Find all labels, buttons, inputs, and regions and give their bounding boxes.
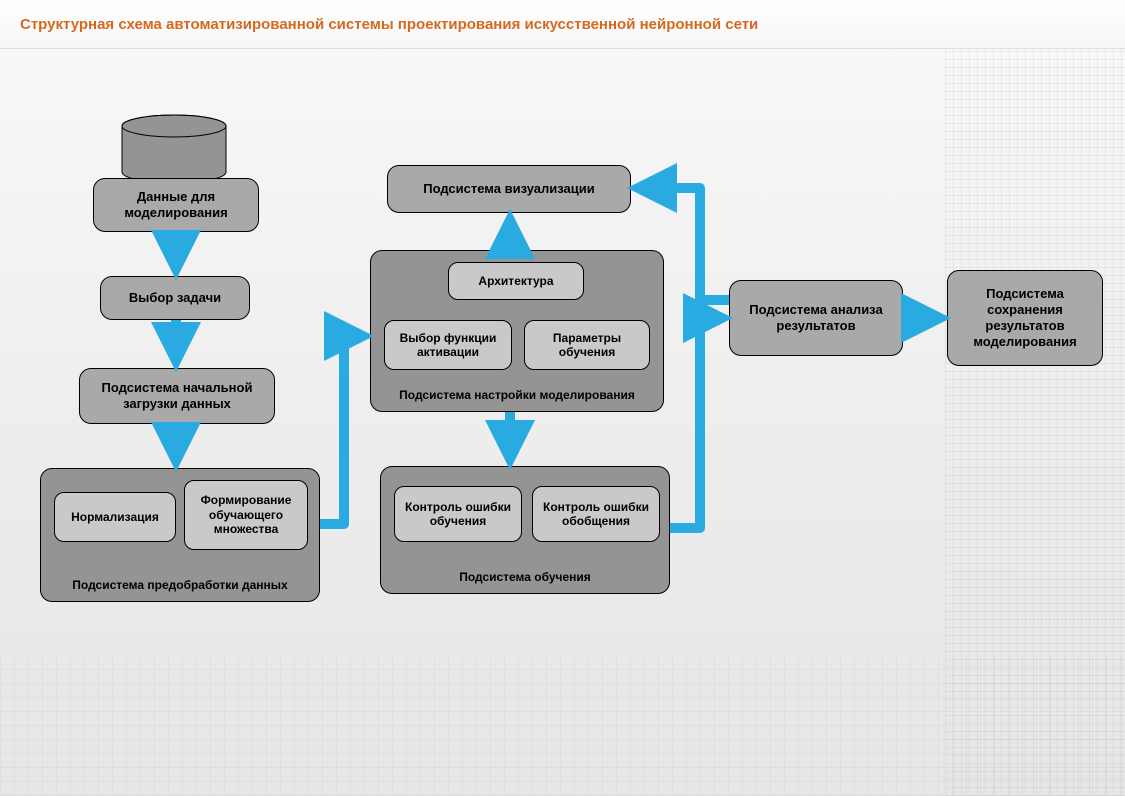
node-normalization-label: Нормализация (71, 510, 159, 524)
node-training-set: Формированиеобучающегомножества (184, 480, 308, 550)
node-normalization: Нормализация (54, 492, 176, 542)
node-save-results: Подсистемасохранениярезультатовмоделиров… (947, 270, 1103, 366)
node-analysis-label: Подсистема анализарезультатов (749, 302, 882, 335)
node-activation-fn-label: Выбор функцииактивации (400, 331, 497, 360)
node-train-error-label: Контроль ошибкиобучения (405, 500, 511, 529)
page-title: Структурная схема автоматизированной сис… (20, 16, 758, 33)
node-visualization-label: Подсистема визуализации (423, 181, 595, 197)
node-data: Данные длямоделирования (93, 178, 259, 232)
node-load-label: Подсистема начальнойзагрузки данных (102, 380, 253, 413)
node-save-results-label: Подсистемасохранениярезультатовмоделиров… (973, 286, 1076, 351)
node-analysis: Подсистема анализарезультатов (729, 280, 903, 356)
group-training-label: Подсистема обучения (381, 570, 669, 585)
node-gen-error: Контроль ошибкиобобщения (532, 486, 660, 542)
diagram-canvas: Данные длямоделирования Выбор задачи Под… (0, 48, 1125, 796)
node-gen-error-label: Контроль ошибкиобобщения (543, 500, 649, 529)
group-preprocessing-label: Подсистема предобработки данных (41, 578, 319, 593)
node-training-set-label: Формированиеобучающегомножества (201, 493, 292, 536)
node-data-label: Данные длямоделирования (124, 189, 227, 222)
node-architecture-label: Архитектура (478, 274, 553, 288)
node-task-label: Выбор задачи (129, 290, 221, 306)
group-config-label: Подсистема настройки моделирования (371, 388, 663, 403)
node-load: Подсистема начальнойзагрузки данных (79, 368, 275, 424)
database-icon (120, 114, 228, 186)
node-training-params-label: Параметрыобучения (553, 331, 621, 360)
node-activation-fn: Выбор функцииактивации (384, 320, 512, 370)
node-task: Выбор задачи (100, 276, 250, 320)
node-visualization: Подсистема визуализации (387, 165, 631, 213)
node-train-error: Контроль ошибкиобучения (394, 486, 522, 542)
edge-preproc-config (320, 336, 364, 524)
node-training-params: Параметрыобучения (524, 320, 650, 370)
edge-train-analyze (670, 318, 723, 528)
title-bar: Структурная схема автоматизированной сис… (0, 0, 1125, 49)
node-architecture: Архитектура (448, 262, 584, 300)
